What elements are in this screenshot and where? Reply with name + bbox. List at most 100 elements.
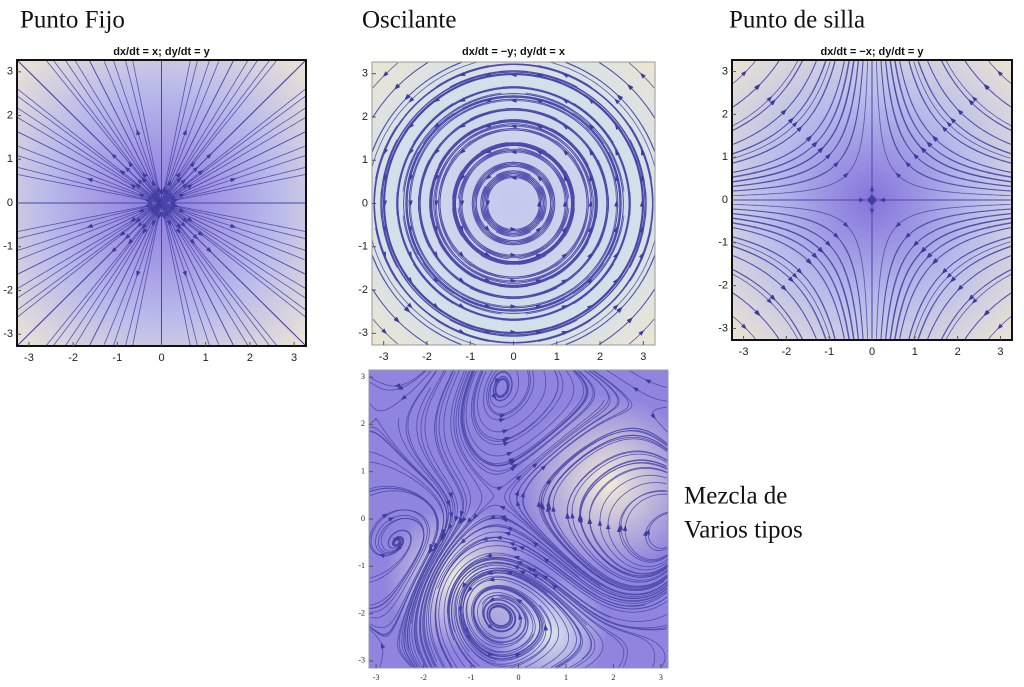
x-tick-label: 1 <box>564 673 568 682</box>
arrowhead <box>562 149 569 156</box>
arrowhead <box>86 178 94 183</box>
arrowhead <box>189 238 196 245</box>
arrowhead <box>806 259 813 265</box>
arrowhead <box>506 451 513 457</box>
arrowhead <box>769 294 776 301</box>
arrowhead <box>833 232 839 239</box>
arrowhead <box>186 184 194 190</box>
panel-title: Oscilante <box>362 7 456 34</box>
y-tick-label: -1 <box>358 561 365 570</box>
arrowhead <box>627 83 633 90</box>
arrowhead <box>502 438 509 444</box>
x-tick-label: 3 <box>997 346 1003 358</box>
y-tick-label: 0 <box>361 514 365 523</box>
y-tick-label: -1 <box>3 241 13 253</box>
y-tick-label: 1 <box>362 154 368 166</box>
arrowhead <box>537 200 542 207</box>
x-tick-label: -3 <box>379 351 389 363</box>
arrowhead <box>454 515 459 523</box>
arrowhead <box>811 252 818 259</box>
arrowhead <box>640 174 645 182</box>
y-tick-label: 0 <box>722 194 728 206</box>
arrowhead <box>780 284 787 291</box>
panel-subtitle: dx/dt = −y; dy/dt = x <box>462 46 566 58</box>
arrowhead <box>949 276 956 283</box>
arrowhead <box>984 84 990 91</box>
y-tick-label: -1 <box>358 241 368 253</box>
arrowhead <box>432 277 439 283</box>
arrowhead <box>516 598 523 604</box>
arrowhead <box>499 505 506 511</box>
arrowhead <box>393 84 400 90</box>
arrowhead <box>817 246 824 253</box>
arrowhead <box>971 96 978 102</box>
arrowhead <box>589 174 594 182</box>
arrowhead <box>589 149 595 156</box>
arrowhead <box>508 458 515 463</box>
arrowhead <box>127 161 134 168</box>
arrowhead <box>791 272 798 279</box>
plot-panel: -3 -2 -1 0 1 2 3 -3 -2 -1 0 1 2 3 <box>3 59 307 364</box>
streamlines <box>372 62 655 345</box>
arrowhead <box>766 298 773 304</box>
arrowhead <box>514 489 519 497</box>
arrowhead <box>650 412 656 420</box>
x-tick-label: -1 <box>468 673 475 682</box>
y-tick-label: -2 <box>358 608 365 617</box>
arrowhead <box>178 193 185 198</box>
x-tick-label: -3 <box>24 352 34 364</box>
arrowhead <box>946 121 953 128</box>
arrowhead <box>134 217 142 223</box>
arrowhead <box>433 542 439 550</box>
x-tick-label: -1 <box>465 351 475 363</box>
x-tick-label: 1 <box>554 351 560 363</box>
arrowhead <box>381 328 388 335</box>
arrowhead <box>639 200 645 207</box>
arrowhead <box>515 475 522 481</box>
y-tick-label: 1 <box>361 467 365 476</box>
x-tick-label: -3 <box>739 346 749 358</box>
arrowhead <box>532 541 539 548</box>
y-tick-label: 0 <box>7 197 13 209</box>
arrowhead <box>381 513 389 519</box>
arrowhead <box>206 153 212 159</box>
arrowhead <box>229 178 237 183</box>
arrowhead <box>119 230 126 237</box>
arrowhead <box>543 624 549 631</box>
arrowhead <box>905 232 911 239</box>
arrowhead <box>395 545 402 551</box>
arrowhead <box>639 72 646 79</box>
arrowhead <box>997 323 1003 330</box>
x-tick-label: 3 <box>659 673 663 682</box>
arrowhead <box>181 183 189 189</box>
arrowhead <box>166 179 171 187</box>
arrowhead <box>459 148 466 155</box>
arrowhead <box>176 176 182 183</box>
arrowhead <box>498 418 506 423</box>
arrowhead <box>817 147 824 154</box>
arrowhead <box>796 268 803 274</box>
streamlines <box>732 60 1012 340</box>
y-tick-label: 0 <box>362 197 368 209</box>
arrowhead <box>462 582 468 589</box>
arrowhead <box>895 172 902 179</box>
arrowhead <box>588 200 593 207</box>
x-tick-label: 2 <box>597 351 603 363</box>
arrowhead <box>394 383 401 388</box>
arrowhead <box>178 208 185 213</box>
arrowhead <box>570 512 575 519</box>
arrowhead <box>780 109 787 116</box>
arrowhead <box>616 526 622 533</box>
arrowhead <box>561 252 568 259</box>
arrowhead <box>565 512 571 519</box>
arrowhead <box>614 174 620 182</box>
y-tick-label: -2 <box>718 280 728 292</box>
arrowhead <box>510 547 518 552</box>
y-tick-label: -3 <box>3 328 13 340</box>
x-tick-label: -2 <box>420 673 427 682</box>
arrowhead <box>400 394 407 401</box>
arrowhead <box>632 387 639 393</box>
arrowhead <box>587 252 593 259</box>
arrowhead <box>984 309 990 316</box>
x-tick-label: -1 <box>824 346 834 358</box>
